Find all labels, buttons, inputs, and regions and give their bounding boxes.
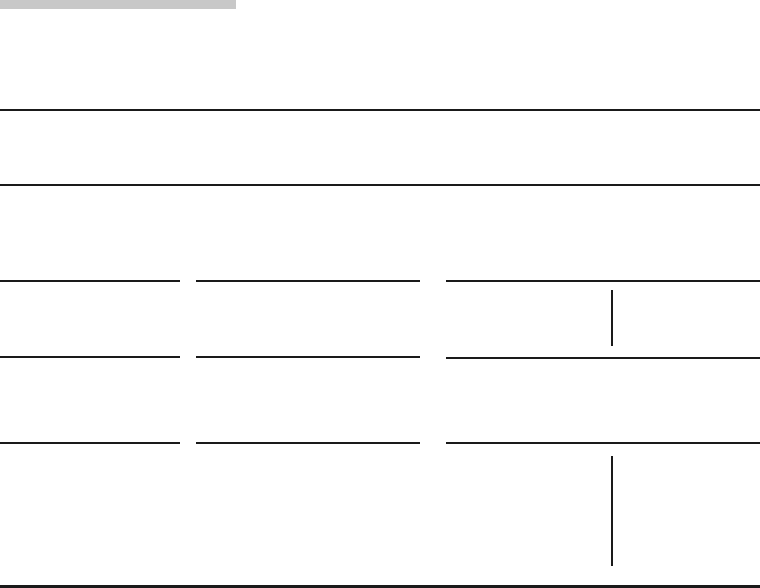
field-rule-col3-row2 — [446, 357, 760, 359]
header-shaded-bar — [0, 0, 236, 9]
field-rule-col2-row2 — [196, 356, 420, 358]
section-rule-middle — [0, 184, 760, 186]
field-rule-col2-row1 — [196, 280, 420, 282]
field-rule-col2-row3 — [196, 442, 420, 444]
section-rule-bottom — [0, 585, 760, 588]
field-rule-col3-row3 — [446, 442, 760, 444]
section-rule-top — [0, 109, 760, 111]
field-divider-row1 — [611, 290, 613, 346]
field-rule-col1-row1 — [0, 280, 180, 282]
field-rule-col3-row1 — [446, 280, 760, 282]
field-rule-col1-row3 — [0, 442, 180, 444]
field-divider-row3 — [611, 456, 613, 566]
field-rule-col1-row2 — [0, 356, 180, 358]
